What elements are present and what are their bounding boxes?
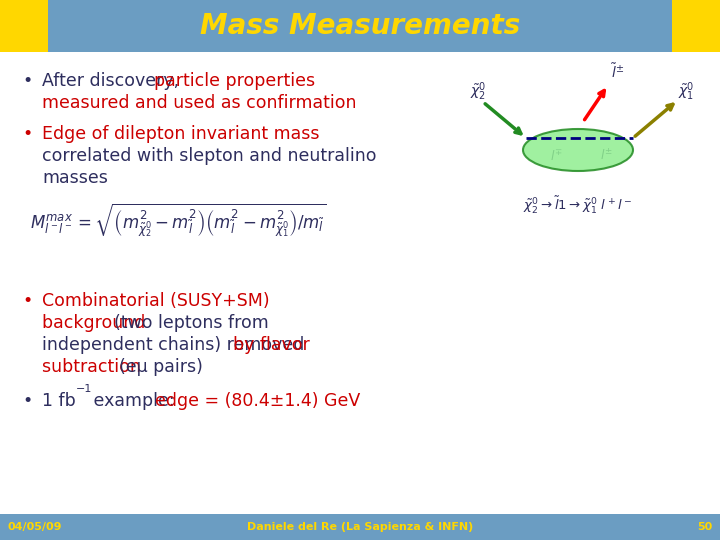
Text: $\tilde{l}^{\pm}$: $\tilde{l}^{\pm}$ — [611, 63, 624, 82]
Text: Combinatorial (SUSY+SM): Combinatorial (SUSY+SM) — [42, 292, 269, 310]
Text: •: • — [22, 392, 32, 410]
Text: Daniele del Re (La Sapienza & INFN): Daniele del Re (La Sapienza & INFN) — [247, 522, 473, 532]
Text: measured and used as confirmation: measured and used as confirmation — [42, 94, 356, 112]
Bar — [48, 0, 672, 52]
Text: masses: masses — [42, 169, 108, 187]
Text: subtraction: subtraction — [42, 358, 146, 376]
Text: 1 fb: 1 fb — [42, 392, 76, 410]
Text: edge = (80.4±1.4) GeV: edge = (80.4±1.4) GeV — [155, 392, 360, 410]
Text: −1: −1 — [76, 384, 92, 394]
Ellipse shape — [523, 129, 633, 171]
Text: example:: example: — [88, 392, 180, 410]
Text: (eμ pairs): (eμ pairs) — [119, 358, 203, 376]
Text: background: background — [42, 314, 151, 332]
Bar — [672, 0, 720, 52]
Text: independent chains) removed: independent chains) removed — [42, 336, 310, 354]
Text: •: • — [22, 292, 32, 310]
Text: $M_{l^-l^-}^{max} = \sqrt{\left(m^2_{\tilde{\chi}^0_2} - m^2_{\tilde{l}}\right)\: $M_{l^-l^-}^{max} = \sqrt{\left(m^2_{\ti… — [30, 201, 327, 239]
Text: $\tilde{\chi}^0_2$: $\tilde{\chi}^0_2$ — [469, 80, 486, 103]
Text: $\tilde{\chi}^0_1$: $\tilde{\chi}^0_1$ — [678, 80, 694, 103]
Text: Edge of dilepton invariant mass: Edge of dilepton invariant mass — [42, 125, 320, 143]
Text: After discovery,: After discovery, — [42, 72, 184, 90]
Text: $\tilde{\chi}^0_2 \rightarrow \tilde{l}1 \rightarrow \tilde{\chi}^0_1\ l^+l^-$: $\tilde{\chi}^0_2 \rightarrow \tilde{l}1… — [523, 194, 633, 215]
Text: 50: 50 — [697, 522, 712, 532]
Text: •: • — [22, 72, 32, 90]
Text: $l^{\pm}$: $l^{\pm}$ — [600, 148, 613, 164]
Bar — [0, 0, 48, 52]
Text: 04/05/09: 04/05/09 — [8, 522, 63, 532]
Text: (two leptons from: (two leptons from — [114, 314, 269, 332]
Bar — [0, 514, 720, 540]
Text: •: • — [22, 125, 32, 143]
Text: $l^{\mp}$: $l^{\mp}$ — [549, 148, 562, 164]
Text: particle properties: particle properties — [154, 72, 315, 90]
Text: correlated with slepton and neutralino: correlated with slepton and neutralino — [42, 147, 377, 165]
Text: by flavor: by flavor — [233, 336, 310, 354]
Text: Mass Measurements: Mass Measurements — [200, 12, 520, 40]
